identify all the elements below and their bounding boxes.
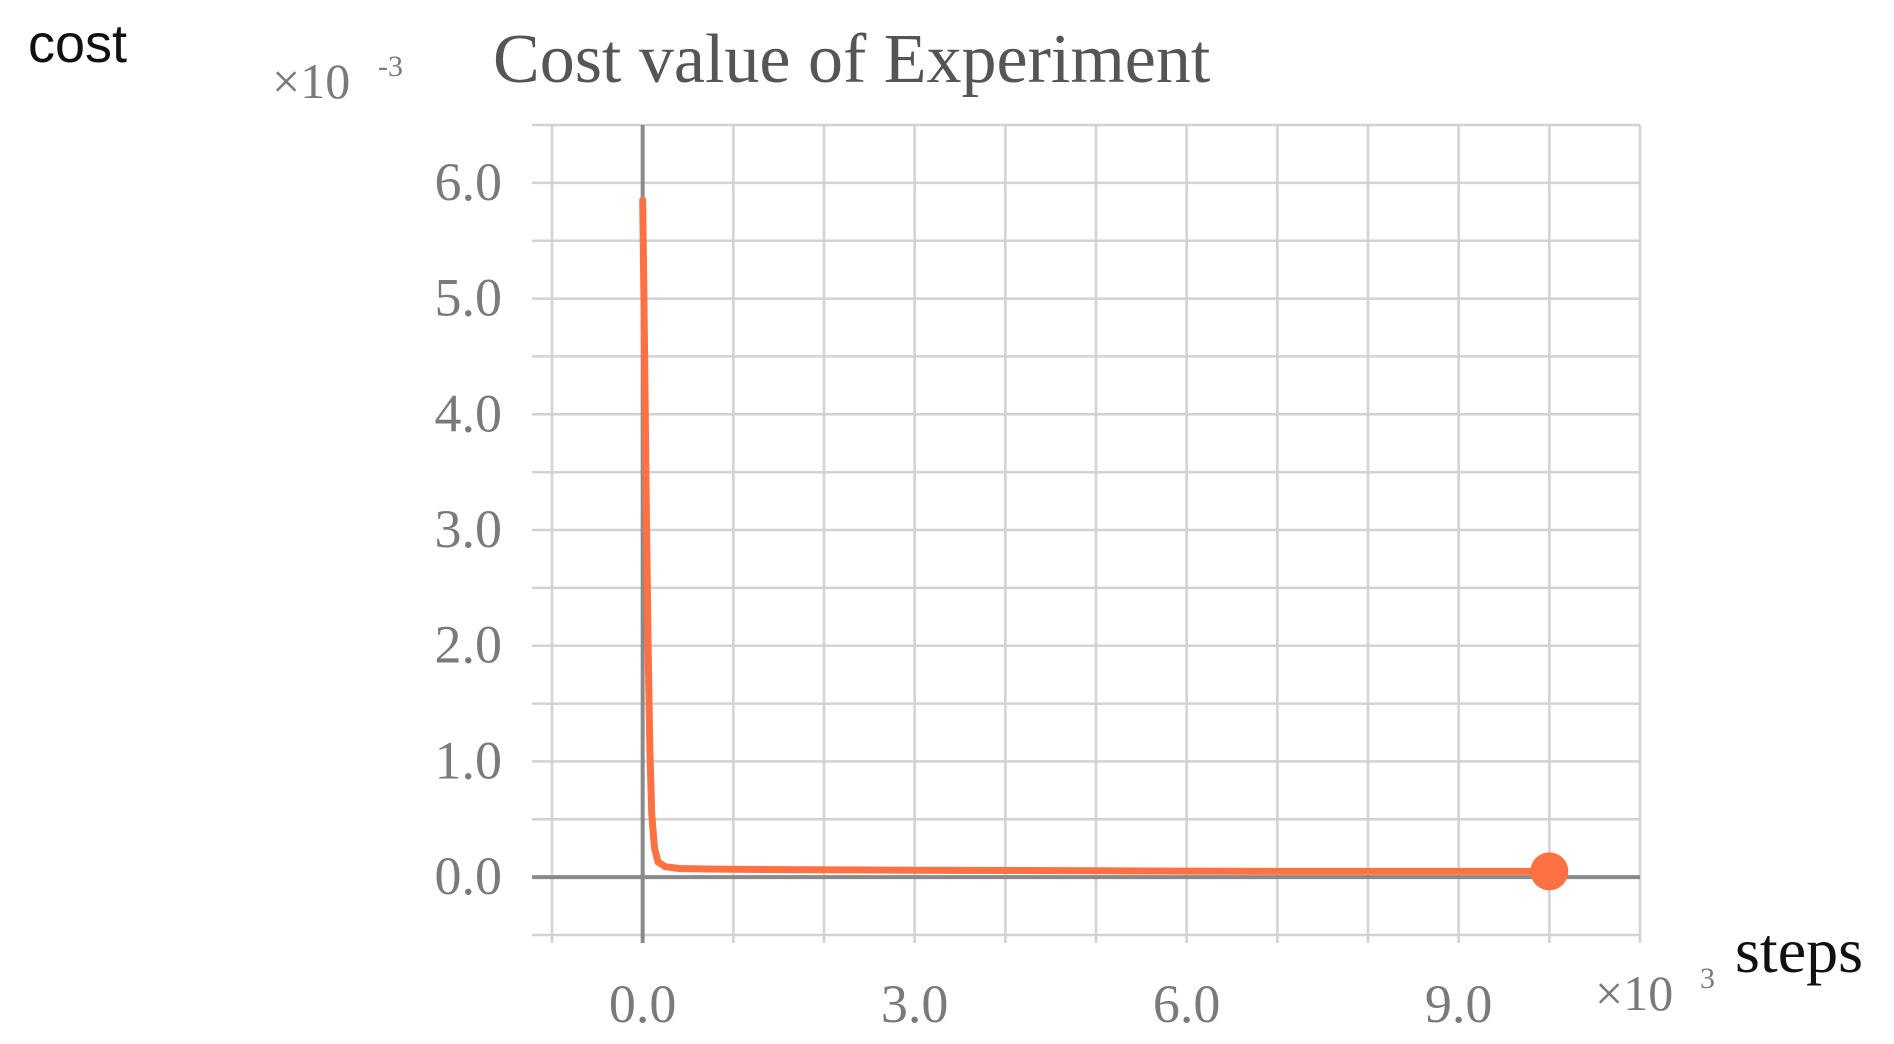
data-point	[676, 865, 682, 871]
y-tick-label: 6.0	[435, 152, 503, 212]
x-scale-prefix: ×10	[1595, 965, 1673, 1021]
data-point	[776, 867, 782, 873]
y-axis-label: cost	[28, 14, 127, 74]
x-scale-exponent: 3	[1700, 962, 1715, 995]
y-scale-prefix: ×10	[272, 53, 350, 109]
x-tick-label: 3.0	[881, 974, 949, 1034]
y-tick-label: 3.0	[435, 499, 503, 559]
y-tick-label: 5.0	[435, 268, 503, 328]
y-tick-label: 4.0	[435, 383, 503, 443]
data-point	[662, 864, 668, 870]
x-axis-label: steps	[1735, 915, 1863, 986]
data-point	[655, 859, 661, 865]
x-tick-label: 0.0	[609, 974, 677, 1034]
data-point	[647, 747, 653, 753]
data-point	[645, 643, 651, 649]
series-layer	[639, 196, 1569, 891]
data-point	[643, 504, 649, 510]
x-tick-label: 9.0	[1425, 974, 1493, 1034]
x-tick-label: 6.0	[1153, 974, 1221, 1034]
data-point	[912, 867, 918, 873]
data-point	[641, 342, 647, 348]
chart-title: Cost value of Experiment	[493, 21, 1211, 98]
y-tick-label: 2.0	[435, 615, 503, 675]
y-tick-label: 0.0	[435, 846, 503, 906]
data-point	[649, 811, 655, 816]
y-scale-factor: ×10 -3	[272, 50, 403, 109]
data-point	[640, 197, 646, 203]
data-point	[1093, 868, 1099, 874]
y-tick-label: 1.0	[435, 730, 503, 790]
data-point	[1456, 868, 1462, 874]
grid	[532, 123, 1642, 943]
data-point	[651, 845, 657, 851]
tick-labels: 0.0 1.0 2.0 3.0 4.0 5.0 6.0 0.0 3.0 6.0 9.0	[435, 152, 1493, 1034]
data-point	[703, 866, 709, 872]
data-point	[1274, 868, 1280, 874]
series-end-marker	[1530, 852, 1569, 891]
y-scale-exponent: -3	[378, 50, 403, 83]
x-scale-factor: ×10 3	[1595, 962, 1715, 1021]
